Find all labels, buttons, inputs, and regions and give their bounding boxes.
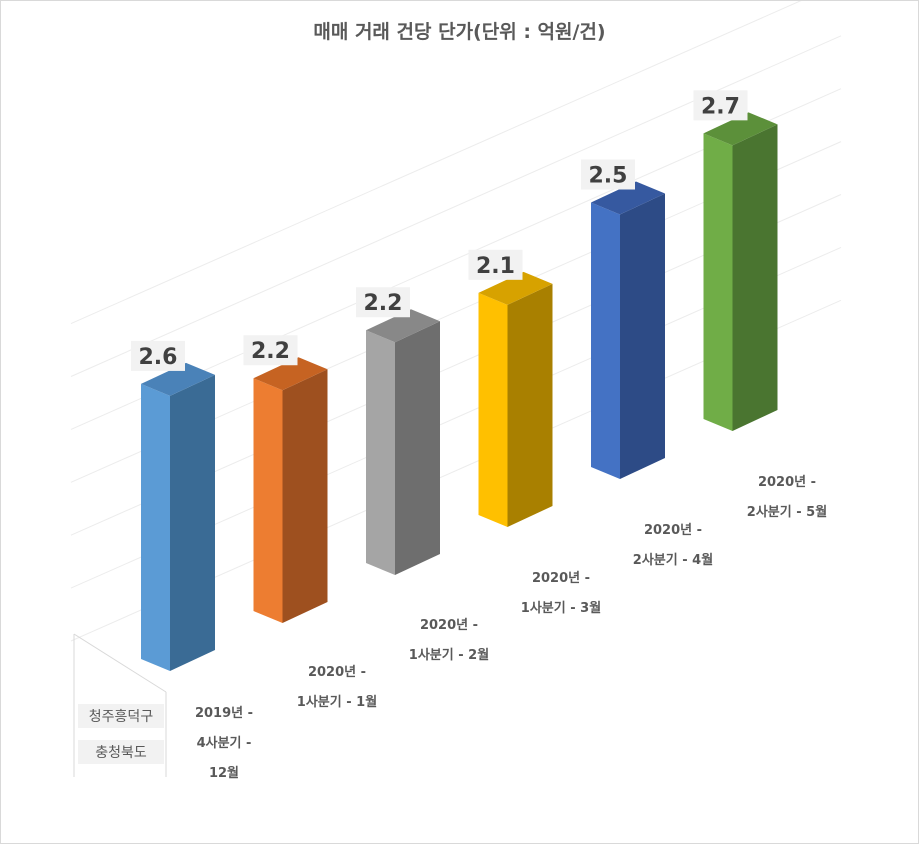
bar-top-face	[366, 309, 440, 343]
category-label: 2020년 -	[532, 571, 590, 586]
category-label: 2사분기 - 5월	[747, 504, 827, 520]
bar-6	[703, 112, 778, 431]
data-label: 2.5	[589, 164, 628, 189]
category-label: 4사분기 -	[197, 735, 252, 751]
bar-front-face	[366, 330, 395, 575]
bar-side-face	[170, 374, 215, 671]
data-label-box	[468, 249, 523, 280]
data-label-box	[693, 90, 748, 121]
bar-front-face	[141, 383, 170, 671]
category-label: 2020년 -	[644, 523, 702, 538]
category-label: 1사분기 - 1월	[297, 694, 377, 710]
bar-front-face	[478, 292, 508, 527]
bar-front-face	[703, 133, 733, 431]
data-label-box	[356, 287, 410, 318]
category-label: 2019년 -	[195, 706, 253, 721]
data-label: 2.6	[139, 345, 178, 370]
bar-5	[591, 181, 665, 479]
bar-front-face	[591, 202, 620, 479]
bar-side-face	[282, 369, 328, 623]
bar-front-face	[253, 378, 283, 623]
bar-top-face	[703, 112, 778, 146]
category-label: 2020년 -	[420, 618, 478, 633]
category-label: 2020년 -	[308, 665, 366, 680]
bar-top-face	[141, 362, 215, 396]
row-label-box	[78, 704, 164, 728]
gridline	[70, 1, 802, 325]
bar-1	[141, 362, 215, 671]
bar-2	[253, 357, 328, 623]
bar-3	[366, 309, 440, 575]
bar-top-face	[478, 271, 553, 305]
data-label-box	[581, 159, 635, 190]
chart-title: 매매 거래 건당 단가(단위 : 억원/건)	[313, 21, 606, 43]
bar-side-face	[732, 124, 778, 431]
category-label: 1사분기 - 2월	[409, 647, 489, 663]
bar-top-face	[591, 181, 665, 215]
bar-side-face	[395, 321, 440, 575]
category-label: 2020년 -	[758, 475, 816, 490]
bar-4	[478, 271, 553, 527]
category-label: 1사분기 - 3월	[521, 600, 601, 616]
row-label: 충청북도	[95, 745, 147, 761]
row-label-box	[78, 740, 164, 764]
data-label: 2.2	[364, 291, 403, 316]
row-label: 청주흥덕구	[89, 709, 154, 725]
bar-top-face	[253, 357, 328, 391]
data-label: 2.1	[476, 254, 515, 279]
category-label: 2사분기 - 4월	[633, 552, 713, 568]
category-label: 12월	[209, 765, 239, 781]
bar-side-face	[620, 193, 665, 479]
data-label: 2.7	[701, 94, 740, 119]
bar-side-face	[507, 283, 553, 527]
data-label-box	[243, 335, 298, 366]
axis-floor-line	[73, 633, 167, 693]
data-label-box	[131, 340, 185, 371]
data-label: 2.2	[251, 339, 290, 364]
